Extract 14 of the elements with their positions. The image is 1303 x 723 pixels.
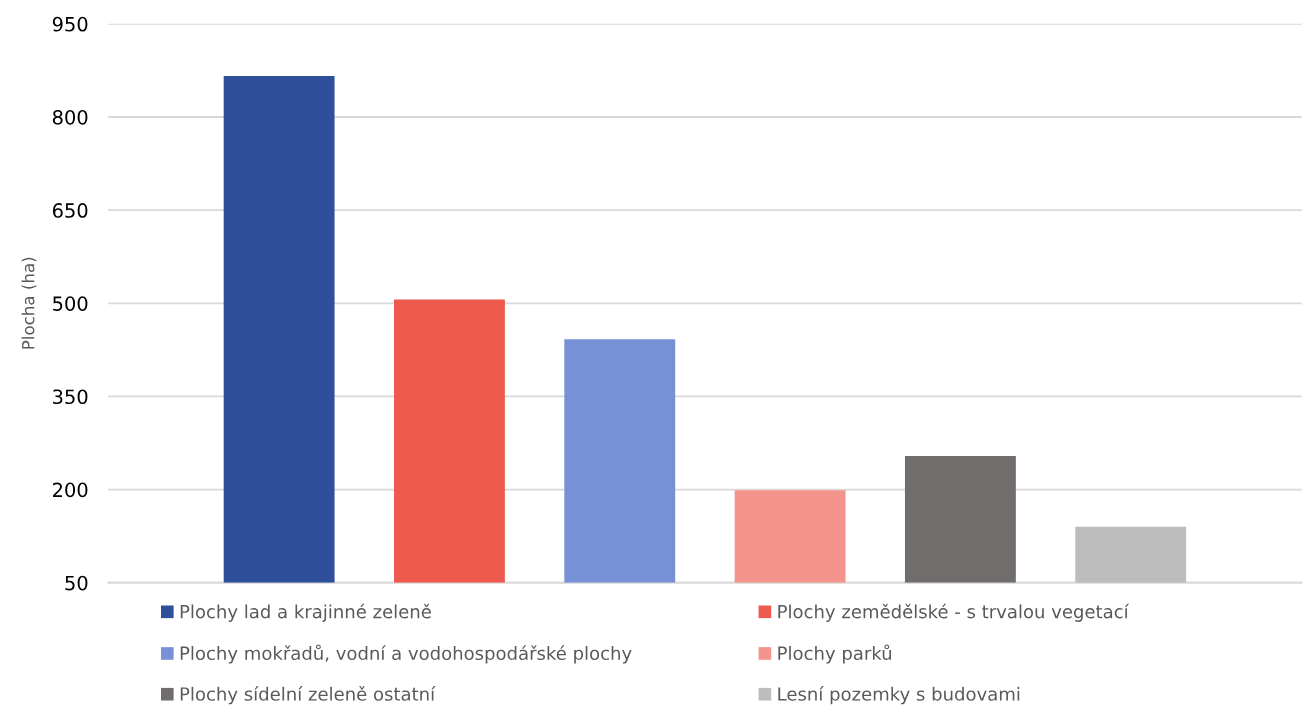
legend-label: Plochy lad a krajinné zeleně [180,603,431,622]
y-tick-label: 650 [52,203,88,218]
y-tick-label: 500 [53,296,88,311]
legend-label: Lesní pozemky s budovami [778,686,1020,705]
y-axis-title: Plocha (ha) [21,257,37,349]
y-tick-label: 350 [53,389,88,405]
legend-label: Plochy mokřadů, vodní a vodohospodářské plochy [180,644,632,664]
y-tick-label: 950 [52,16,88,32]
legend-label: Plochy zemědělské - s trvalou vegetací [778,603,1130,622]
y-tick-label: 800 [52,109,88,125]
y-tick-label: 50 [65,575,88,591]
y-tick-label: 200 [53,482,88,498]
legend-label: Plochy parků [778,644,892,664]
legend-label: Plochy sídelní zeleně ostatní [180,686,436,705]
